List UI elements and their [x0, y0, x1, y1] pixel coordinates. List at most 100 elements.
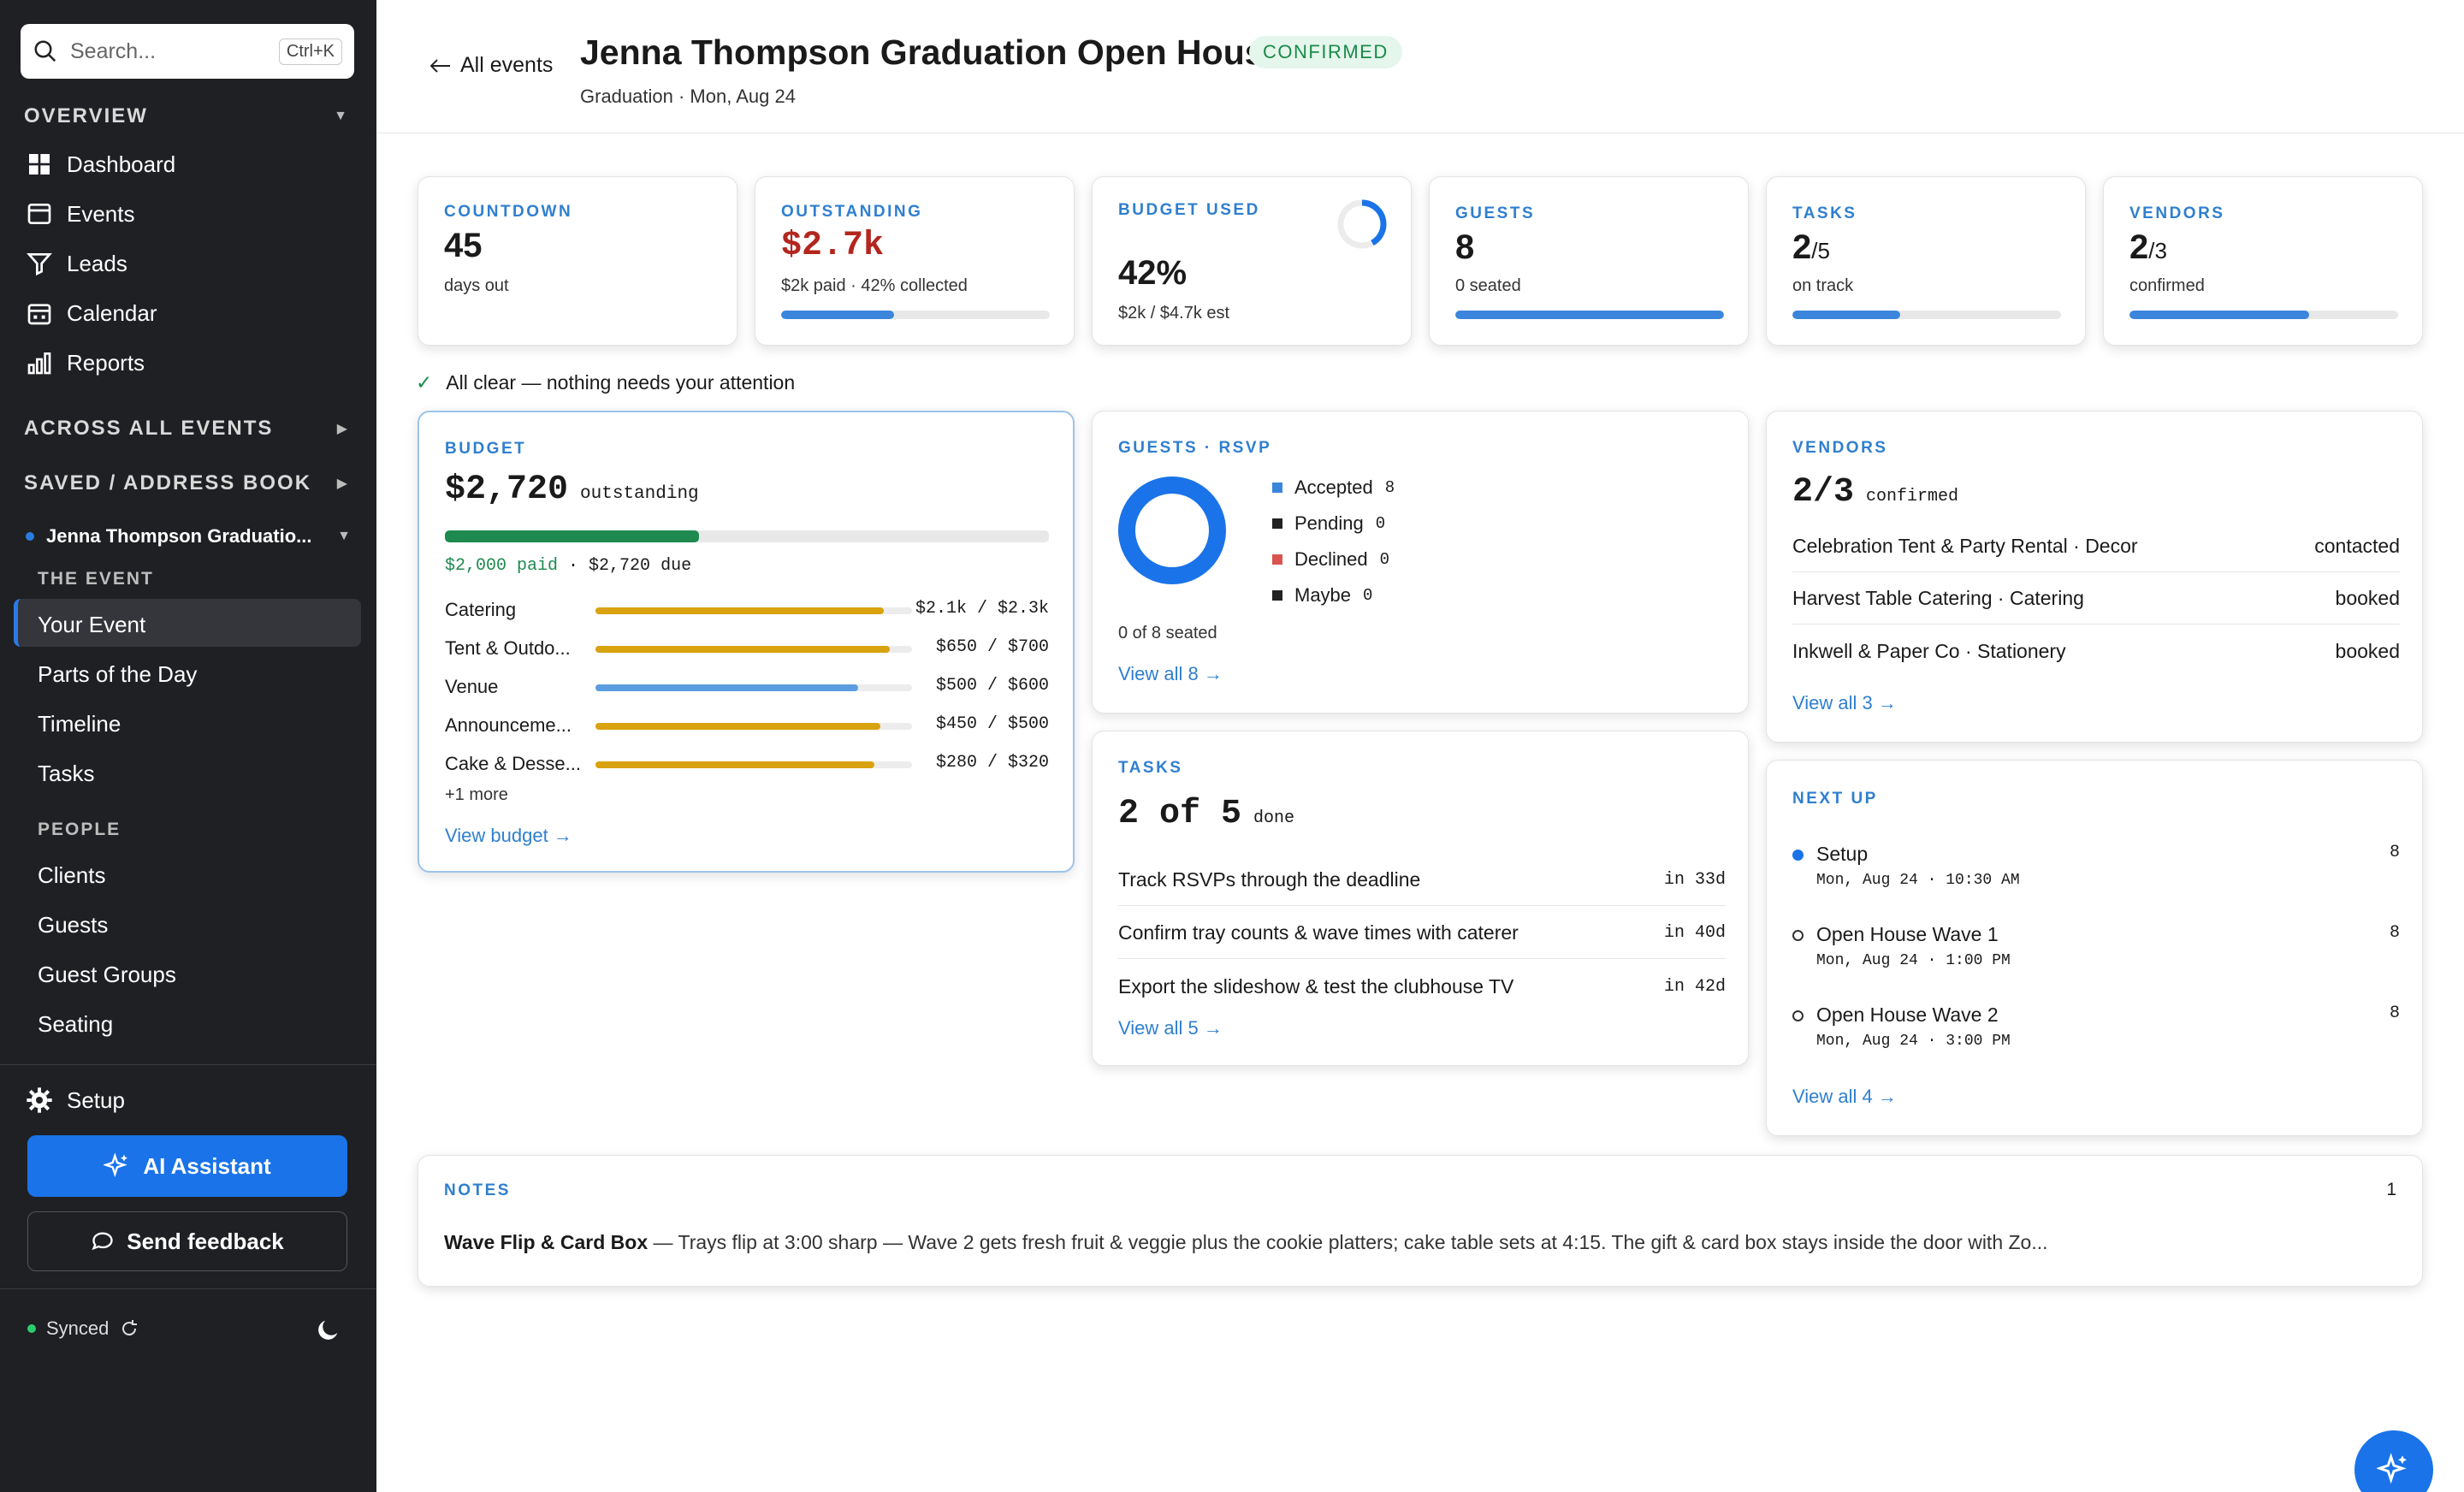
sidebar-item-clients[interactable]: Clients — [38, 862, 106, 888]
sidebar-item-guest-groups[interactable]: Guest Groups — [38, 962, 176, 987]
tasks-count: 2 of 5 — [1118, 795, 1242, 833]
view-all-schedule-link[interactable]: View all 4 → — [1792, 1086, 1897, 1107]
note-preview[interactable]: Wave Flip & Card Box — Trays flip at 3:0… — [444, 1231, 2048, 1254]
stat-budget-used[interactable]: BUDGET USED 42% $2k / $4.7k est — [1092, 176, 1412, 346]
seated-summary: 0 of 8 seated — [1118, 624, 1217, 642]
stat-value: 42% — [1118, 254, 1188, 292]
stat-countdown[interactable]: COUNTDOWN 45 days out — [418, 176, 737, 346]
nav-dashboard[interactable]: Dashboard — [26, 151, 175, 178]
budget-paid: $2,000 paid — [445, 556, 559, 576]
budget-row[interactable]: Catering $2.1k / $2.3k — [445, 599, 1049, 625]
sidebar-item-guests[interactable]: Guests — [38, 912, 109, 938]
legend-name: Maybe — [1294, 584, 1352, 606]
send-feedback-button[interactable]: Send feedback — [27, 1211, 347, 1271]
stat-progress-fill — [1455, 311, 1724, 319]
tasks-card[interactable]: TASKS 2 of 5 done Track RSVPs through th… — [1092, 731, 1749, 1066]
schedule-title: Open House Wave 1 — [1816, 923, 1999, 945]
vendor-name: Inkwell & Paper Co · Stationery — [1792, 639, 2066, 662]
stat-label: COUNTDOWN — [444, 203, 573, 221]
page-subtitle: Graduation · Mon, Aug 24 — [580, 86, 796, 107]
budget-progress-fill — [445, 530, 699, 542]
budget-more[interactable]: +1 more — [445, 785, 508, 804]
nav-calendar[interactable]: Calendar — [26, 299, 157, 327]
ai-assistant-button[interactable]: AI Assistant — [27, 1135, 347, 1197]
schedule-count: 8 — [2389, 843, 2400, 862]
sidebar-item-seating[interactable]: Seating — [38, 1011, 114, 1037]
vendor-row[interactable]: Harvest Table Catering · Catering booked — [1792, 573, 2400, 625]
rsvp-legend-item: Accepted 8 — [1272, 477, 1395, 499]
all-clear-message: ✓ All clear — nothing needs your attenti… — [416, 371, 795, 394]
budget-row-value: $450 / $500 — [935, 714, 1049, 734]
back-to-events-link[interactable]: All events — [428, 53, 553, 78]
view-budget-link[interactable]: View budget → — [445, 825, 572, 846]
back-label: All events — [460, 53, 554, 77]
task-due: in 40d — [1663, 923, 1726, 943]
section-overview[interactable]: OVERVIEW ▼ — [24, 104, 349, 128]
schedule-item[interactable]: Open House Wave 1 Mon, Aug 24 · 1:00 PM … — [1792, 923, 2400, 992]
funnel-icon — [27, 253, 52, 276]
budget-row[interactable]: Venue $500 / $600 — [445, 676, 1049, 702]
stat-outstanding[interactable]: OUTSTANDING $2.7k $2k paid · 42% collect… — [755, 176, 1075, 346]
view-all-vendors-link[interactable]: View all 3 → — [1792, 692, 1897, 713]
budget-row[interactable]: Tent & Outdo... $650 / $700 — [445, 637, 1049, 663]
guests-rsvp-card[interactable]: GUESTS · RSVP Accepted 8 Pending 0 Decli… — [1092, 411, 1749, 713]
sidebar-item-tasks[interactable]: Tasks — [38, 761, 95, 786]
budget-row-track — [595, 761, 912, 768]
vendor-row[interactable]: Celebration Tent & Party Rental · Decor … — [1792, 521, 2400, 572]
stat-vendors[interactable]: VENDORS 2/3 confirmed — [2103, 176, 2423, 346]
vendor-row[interactable]: Inkwell & Paper Co · Stationery booked — [1792, 625, 2400, 677]
stat-label: GUESTS — [1455, 204, 1536, 222]
ai-fab-button[interactable] — [2354, 1430, 2433, 1492]
section-saved-address-book[interactable]: SAVED / ADDRESS BOOK ▶ — [24, 471, 349, 495]
nav-leads[interactable]: Leads — [26, 250, 127, 277]
vendors-count: 2/3 — [1792, 473, 1855, 512]
legend-count: 0 — [1379, 550, 1390, 569]
schedule-item[interactable]: Open House Wave 2 Mon, Aug 24 · 3:00 PM … — [1792, 1004, 2400, 1072]
task-row[interactable]: Export the slideshow & test the clubhous… — [1118, 961, 1726, 1012]
nav-label: Dashboard — [67, 151, 176, 177]
section-saved-label: SAVED / ADDRESS BOOK — [24, 471, 312, 494]
schedule-item[interactable]: Setup Mon, Aug 24 · 10:30 AM 8 — [1792, 843, 2400, 911]
budget-row[interactable]: Announceme... $450 / $500 — [445, 714, 1049, 740]
search-box[interactable]: Search... Ctrl+K — [21, 24, 354, 79]
task-name: Export the slideshow & test the clubhous… — [1118, 974, 1514, 998]
sidebar-item-timeline[interactable]: Timeline — [38, 711, 121, 737]
search-placeholder[interactable]: Search... — [70, 38, 157, 63]
rsvp-donut-accepted — [1118, 477, 1226, 584]
budget-card[interactable]: BUDGET $2,720 outstanding $2,000 paid · … — [418, 411, 1075, 873]
sync-dot-icon — [27, 1324, 36, 1333]
stat-progress — [1792, 311, 2061, 319]
next-up-card[interactable]: NEXT UP Setup Mon, Aug 24 · 10:30 AM 8 O… — [1766, 760, 2423, 1136]
stat-label: VENDORS — [2129, 204, 2225, 222]
legend-count: 0 — [1363, 586, 1373, 605]
vendor-name: Harvest Table Catering · Catering — [1792, 587, 2084, 609]
current-event-toggle[interactable]: Jenna Thompson Graduatio... ▼ — [26, 525, 351, 548]
nav-events[interactable]: Events — [26, 200, 135, 228]
stat-guests[interactable]: GUESTS 8 0 seated — [1429, 176, 1749, 346]
nav-label: Events — [67, 200, 135, 227]
legend-name: Pending — [1294, 512, 1364, 534]
budget-row[interactable]: Cake & Desse... $280 / $320 — [445, 753, 1049, 779]
moon-icon[interactable] — [313, 1316, 342, 1345]
nav-reports[interactable]: Reports — [26, 349, 145, 376]
note-title: Wave Flip & Card Box — [444, 1231, 649, 1253]
stat-value: 8 — [1455, 228, 1475, 266]
budget-row-value: $650 / $700 — [935, 637, 1049, 657]
section-across-all-events[interactable]: ACROSS ALL EVENTS ▶ — [24, 417, 349, 441]
notes-card[interactable]: NOTES 1 Wave Flip & Card Box — Trays fli… — [418, 1155, 2423, 1287]
task-row[interactable]: Confirm tray counts & wave times with ca… — [1118, 908, 1726, 959]
refresh-icon[interactable] — [119, 1318, 139, 1339]
nav-setup[interactable]: Setup — [26, 1086, 125, 1114]
vendors-card[interactable]: VENDORS 2/3 confirmed Celebration Tent &… — [1766, 411, 2423, 743]
view-all-guests-link[interactable]: View all 8 → — [1118, 663, 1223, 684]
reports-icon — [27, 352, 51, 375]
stat-tasks[interactable]: TASKS 2/5 on track — [1766, 176, 2086, 346]
sync-label: Synced — [46, 1317, 110, 1339]
sidebar: Search... Ctrl+K OVERVIEW ▼ Dashboard Eve… — [0, 0, 376, 1492]
view-all-tasks-link[interactable]: View all 5 → — [1118, 1017, 1223, 1039]
budget-row-value: $2.1k / $2.3k — [915, 599, 1049, 619]
gear-icon — [27, 1087, 52, 1113]
sidebar-item-parts-of-the-day[interactable]: Parts of the Day — [38, 661, 198, 687]
sidebar-item-your-event[interactable]: Your Event — [38, 612, 146, 637]
task-row[interactable]: Track RSVPs through the deadline in 33d — [1118, 855, 1726, 906]
